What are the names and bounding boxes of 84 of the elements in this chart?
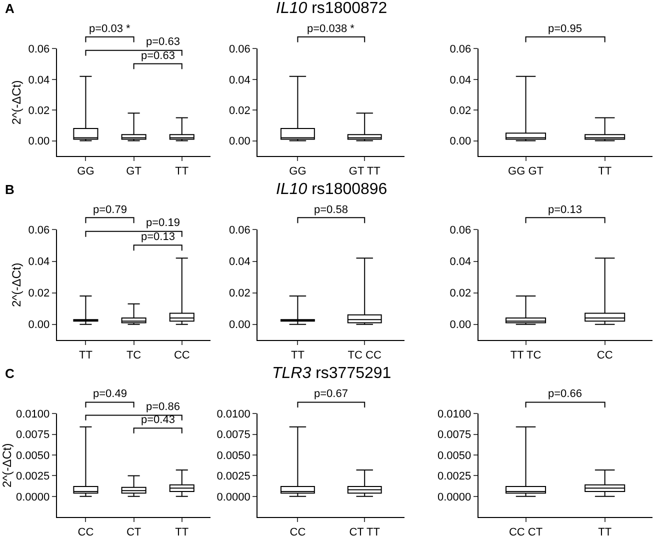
y-tick-label: 0.00 bbox=[228, 319, 250, 332]
y-tick-label: 0.00 bbox=[28, 319, 50, 332]
annotation: p=0.43 bbox=[141, 414, 175, 426]
y-tick-label: 0.0000 bbox=[216, 491, 250, 504]
x-tick-label: TT bbox=[598, 526, 612, 538]
x-tick-label: TC CC bbox=[348, 349, 382, 362]
x-tick-label: TC bbox=[126, 349, 142, 362]
text: p=0.79 bbox=[93, 204, 127, 216]
x-tick-label: TT bbox=[290, 349, 305, 362]
y-axis-title: 2^(-ΔCt) bbox=[10, 262, 24, 308]
text: p=0.49 bbox=[93, 388, 127, 400]
x-tick-label: CC bbox=[78, 526, 94, 538]
text: p=0.58 bbox=[314, 204, 348, 216]
text: p=0.13 bbox=[548, 204, 582, 216]
x-tick-label: TT bbox=[175, 526, 189, 538]
y-tick-label: 0.04 bbox=[28, 256, 50, 268]
y-tick-label: 0.0025 bbox=[437, 470, 472, 483]
y-tick-label: 0.04 bbox=[228, 256, 250, 268]
y-tick-label: 0.02 bbox=[228, 288, 250, 300]
y-tick-label: 0.0025 bbox=[16, 470, 50, 483]
y-tick-label: 0.06 bbox=[450, 224, 472, 237]
text: C bbox=[5, 366, 15, 381]
y-tick-label: 0.06 bbox=[28, 44, 50, 56]
y-tick-label: 0.04 bbox=[28, 74, 50, 86]
chart-title: IL10 rs1800896 bbox=[276, 181, 388, 198]
x-tick-label: GT TT bbox=[348, 165, 381, 178]
x-tick-label: CC bbox=[174, 349, 190, 362]
y-tick-label: 0.06 bbox=[228, 224, 250, 237]
y-axis-title: 2^(-ΔCt) bbox=[0, 443, 14, 488]
x-tick-label: TT bbox=[175, 165, 189, 178]
y-tick-label: 0.06 bbox=[28, 224, 50, 237]
text: p=0.67 bbox=[314, 388, 348, 400]
y-tick-label: 0.0050 bbox=[216, 450, 250, 462]
y-tick-label: 0.04 bbox=[228, 74, 250, 86]
y-tick-label: 0.06 bbox=[450, 44, 472, 56]
text: p=0.95 bbox=[548, 23, 582, 35]
x-tick-label: GT bbox=[126, 165, 142, 178]
chart-title: IL10 rs1800872 bbox=[276, 0, 388, 17]
y-tick-label: 0.0100 bbox=[437, 408, 472, 421]
text: p=0.63 bbox=[146, 36, 180, 48]
y-tick-label: 0.00 bbox=[28, 136, 50, 148]
x-tick-label: CC bbox=[290, 526, 306, 538]
y-tick-label: 0.0000 bbox=[437, 491, 472, 504]
y-tick-label: 0.04 bbox=[450, 256, 472, 268]
y-tick-label: 0.02 bbox=[28, 288, 50, 300]
text: p=0.19 bbox=[146, 217, 180, 229]
x-tick-label: TT bbox=[598, 165, 612, 178]
text: p=0.66 bbox=[548, 388, 582, 400]
y-tick-label: 0.0050 bbox=[437, 450, 472, 462]
text: B bbox=[5, 182, 14, 197]
y-tick-label: 0.00 bbox=[450, 136, 472, 148]
y-axis-title: 2^(-ΔCt) bbox=[10, 80, 24, 125]
x-tick-label: GG bbox=[289, 165, 306, 178]
text: A bbox=[5, 1, 15, 16]
y-tick-label: 0.06 bbox=[228, 44, 250, 56]
y-tick-label: 0.0050 bbox=[16, 450, 50, 462]
annotation: p=0.63 bbox=[141, 50, 175, 62]
y-tick-label: 0.02 bbox=[450, 288, 472, 300]
x-tick-label: CC bbox=[596, 349, 613, 362]
y-tick-label: 0.0100 bbox=[216, 408, 250, 421]
x-tick-label: TT bbox=[78, 349, 93, 362]
x-tick-label: CT TT bbox=[349, 526, 380, 538]
x-tick-label: CC CT bbox=[508, 526, 543, 538]
annotation: p=0.13 bbox=[141, 231, 175, 243]
y-tick-label: 0.02 bbox=[28, 104, 50, 117]
y-tick-label: 0.00 bbox=[450, 319, 472, 332]
x-tick-label: TT TC bbox=[510, 349, 542, 362]
y-tick-label: 0.0000 bbox=[16, 491, 50, 504]
y-tick-label: 0.00 bbox=[228, 136, 250, 148]
y-tick-label: 0.0075 bbox=[216, 429, 250, 442]
text: p=0.038 * bbox=[307, 23, 356, 35]
y-tick-label: 0.0100 bbox=[16, 408, 50, 421]
y-tick-label: 0.0075 bbox=[437, 429, 472, 442]
x-tick-label: GG bbox=[77, 165, 94, 178]
x-tick-label: CT bbox=[126, 526, 142, 538]
text: p=0.03 * bbox=[89, 23, 132, 35]
y-tick-label: 0.04 bbox=[450, 74, 472, 86]
x-tick-label: GG GT bbox=[508, 165, 544, 178]
y-tick-label: 0.02 bbox=[450, 104, 472, 117]
y-tick-label: 0.0025 bbox=[216, 470, 250, 483]
y-tick-label: 0.02 bbox=[228, 104, 250, 117]
text: p=0.86 bbox=[146, 401, 180, 413]
y-tick-label: 0.0075 bbox=[16, 429, 50, 442]
chart-title: TLR3 rs3775291 bbox=[272, 365, 392, 382]
